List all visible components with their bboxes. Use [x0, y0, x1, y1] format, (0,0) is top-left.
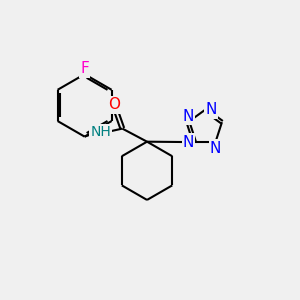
Text: N: N — [205, 102, 217, 117]
Text: F: F — [80, 61, 89, 76]
Text: N: N — [183, 135, 194, 150]
Text: N: N — [210, 141, 221, 156]
Text: NH: NH — [91, 125, 111, 139]
Text: N: N — [182, 109, 194, 124]
Text: O: O — [108, 97, 120, 112]
